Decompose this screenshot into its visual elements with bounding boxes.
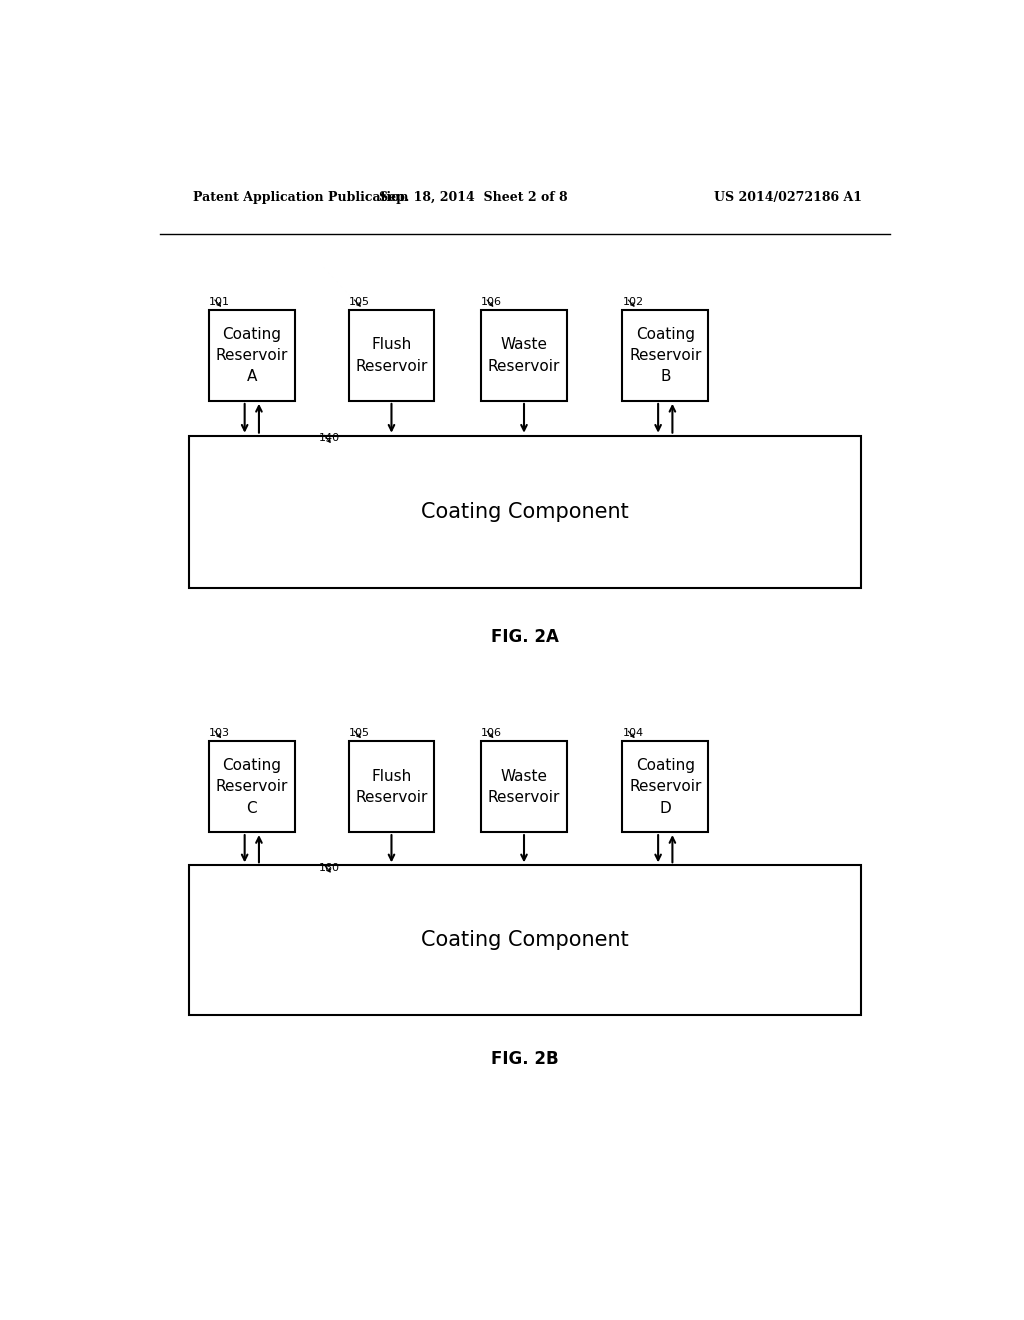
Text: 104: 104 [623,729,643,738]
Text: Reservoir: Reservoir [355,789,428,805]
Bar [481,310,567,401]
Bar [623,310,709,401]
Text: C: C [247,800,257,816]
Text: A: A [247,370,257,384]
Text: US 2014/0272186 A1: US 2014/0272186 A1 [714,191,862,205]
Text: 105: 105 [348,729,370,738]
Text: 101: 101 [209,297,230,308]
Text: Waste: Waste [501,338,548,352]
Text: Coating: Coating [636,326,694,342]
Text: Reservoir: Reservoir [629,348,701,363]
Text: FIG. 2B: FIG. 2B [490,1051,559,1068]
Text: 102: 102 [623,297,643,308]
Bar [348,310,434,401]
Text: 103: 103 [209,729,230,738]
Bar [189,866,861,1015]
Text: 140: 140 [318,433,340,444]
Text: Coating: Coating [222,758,282,774]
Text: Coating: Coating [222,326,282,342]
Text: Waste: Waste [501,768,548,784]
Bar [623,742,709,832]
Text: 106: 106 [481,297,502,308]
Text: FIG. 2A: FIG. 2A [490,628,559,647]
Text: Reservoir: Reservoir [487,359,560,374]
Bar [209,742,295,832]
Text: Reservoir: Reservoir [216,779,288,795]
Bar [209,310,295,401]
Text: 160: 160 [318,863,340,873]
Text: 106: 106 [481,729,502,738]
Text: Flush: Flush [372,338,412,352]
Bar [348,742,434,832]
Text: Reservoir: Reservoir [629,779,701,795]
Text: Sep. 18, 2014  Sheet 2 of 8: Sep. 18, 2014 Sheet 2 of 8 [379,191,567,205]
Text: 105: 105 [348,297,370,308]
Text: Coating Component: Coating Component [421,502,629,521]
Bar [189,436,861,589]
Text: Reservoir: Reservoir [355,359,428,374]
Text: Coating: Coating [636,758,694,774]
Text: Patent Application Publication: Patent Application Publication [194,191,409,205]
Text: Reservoir: Reservoir [216,348,288,363]
Text: Coating Component: Coating Component [421,931,629,950]
Text: D: D [659,800,671,816]
Text: B: B [660,370,671,384]
Bar [481,742,567,832]
Text: Flush: Flush [372,768,412,784]
Text: Reservoir: Reservoir [487,789,560,805]
